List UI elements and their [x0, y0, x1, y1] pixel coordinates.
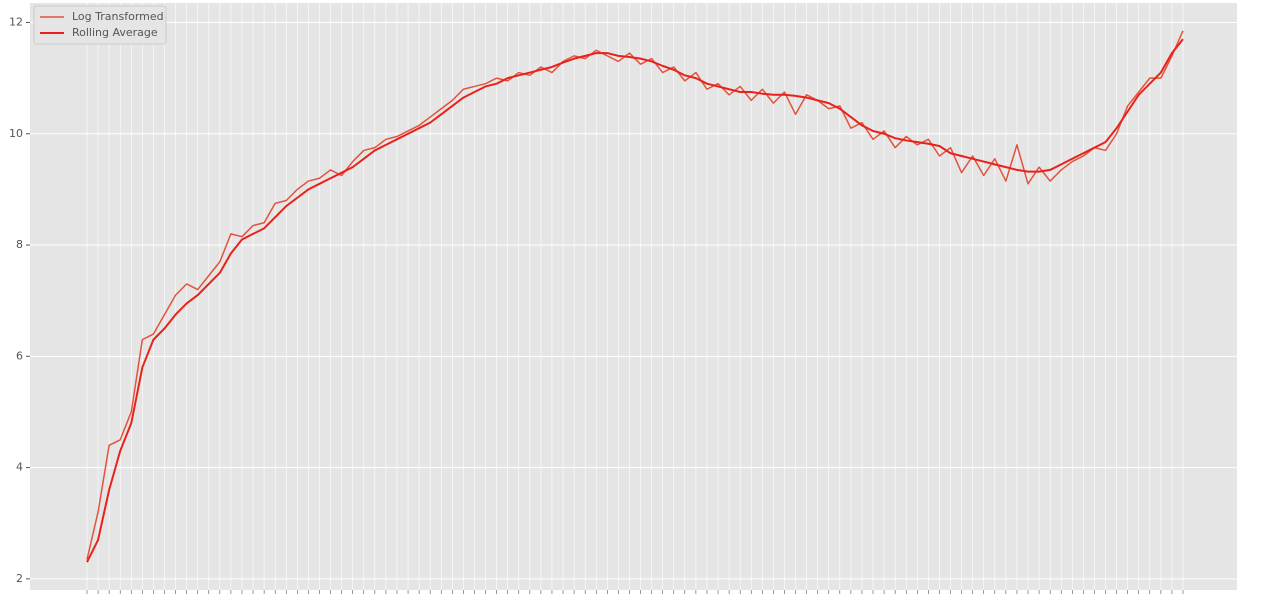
y-tick-label: 2 — [16, 572, 23, 585]
y-tick-label: 10 — [9, 127, 23, 140]
legend-box — [33, 5, 167, 45]
legend-label: Log Transformed — [72, 10, 164, 23]
y-tick-label: 6 — [16, 349, 23, 362]
plot-area — [30, 3, 1237, 590]
y-tick-label: 4 — [16, 461, 23, 474]
legend-label: Rolling Average — [72, 26, 158, 39]
y-tick-label: 12 — [9, 15, 23, 28]
line-series — [86, 38, 1184, 563]
y-tick-label: 8 — [16, 238, 23, 251]
